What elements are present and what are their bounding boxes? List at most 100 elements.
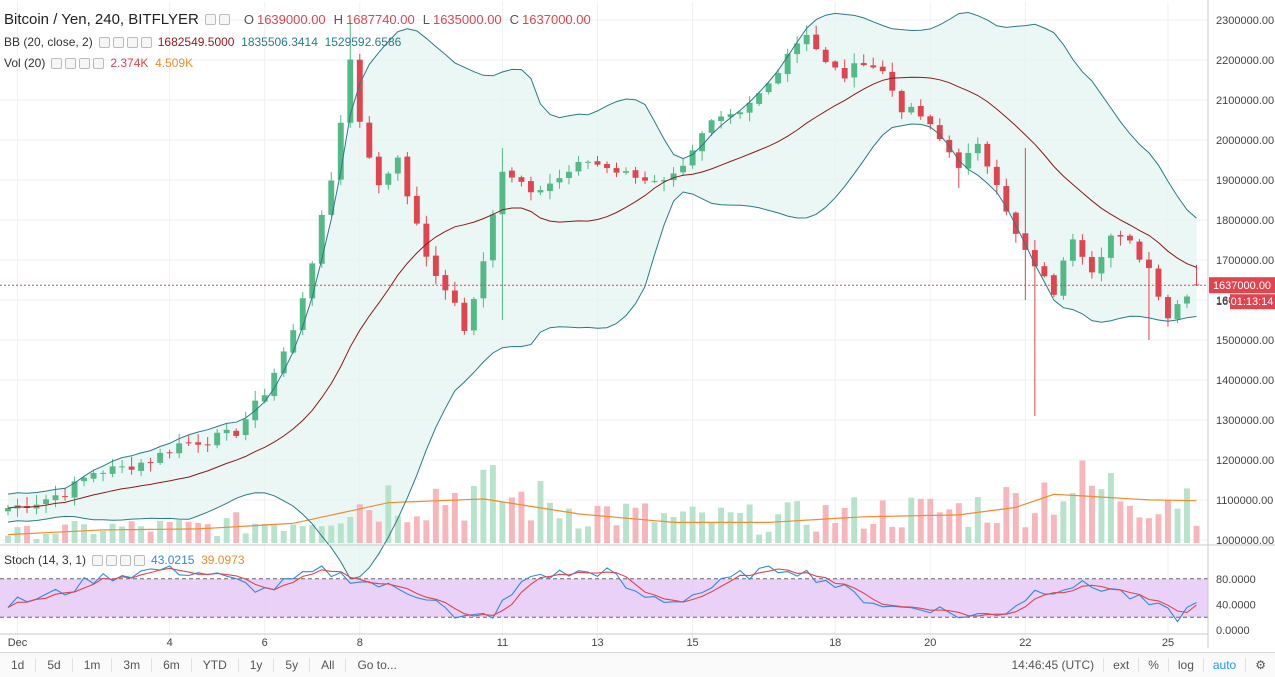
gear-icon[interactable]: ⚙ bbox=[1245, 658, 1275, 672]
close-icon[interactable] bbox=[140, 36, 152, 48]
volume-bar bbox=[1107, 472, 1114, 543]
y-tick-label: 1900000.00 bbox=[1216, 175, 1274, 187]
volume-bar bbox=[176, 520, 183, 543]
x-tick-label: 11 bbox=[497, 637, 508, 649]
volume-bar bbox=[803, 524, 810, 543]
goto-button[interactable]: Go to... bbox=[357, 658, 397, 672]
more-icon[interactable] bbox=[79, 57, 91, 69]
timeframe-3m[interactable]: 3m bbox=[112, 658, 153, 672]
bollinger-band-fill bbox=[8, 12, 1197, 579]
settings-icon[interactable] bbox=[112, 36, 124, 48]
candle bbox=[860, 54, 867, 67]
ext-toggle[interactable]: ext bbox=[1103, 658, 1138, 672]
candle bbox=[908, 102, 915, 115]
volume-bar bbox=[1031, 513, 1038, 543]
candle bbox=[566, 165, 572, 185]
candle-body bbox=[413, 195, 420, 224]
candle bbox=[90, 469, 97, 483]
high-key: H bbox=[333, 12, 344, 27]
candle bbox=[328, 172, 335, 217]
candle-body bbox=[642, 177, 648, 181]
timeframe-1d[interactable]: 1d bbox=[0, 658, 37, 672]
candle-body bbox=[337, 122, 344, 180]
settings-icon[interactable] bbox=[65, 57, 77, 69]
auto-toggle[interactable]: auto bbox=[1202, 658, 1245, 672]
volume-bar bbox=[860, 528, 867, 543]
timeframe-5y[interactable]: 5y bbox=[274, 658, 311, 672]
bottom-right-controls: 14:46:45 (UTC) ext % log auto ⚙ bbox=[1002, 658, 1275, 672]
volume-bar bbox=[432, 488, 439, 543]
volume-bar bbox=[242, 533, 249, 543]
y-tick-label: 2200000.00 bbox=[1216, 55, 1274, 67]
candle bbox=[689, 144, 696, 169]
x-tick-label: 4 bbox=[167, 637, 173, 649]
settings-icon[interactable] bbox=[106, 554, 118, 566]
candle bbox=[1003, 178, 1010, 216]
timeframe-all[interactable]: All bbox=[310, 658, 347, 672]
timeframe-5d[interactable]: 5d bbox=[36, 658, 73, 672]
candle bbox=[451, 281, 458, 306]
volume-bar bbox=[993, 523, 1000, 543]
volume-bar bbox=[1022, 527, 1029, 543]
volume-bar bbox=[917, 498, 924, 543]
candle bbox=[803, 25, 810, 52]
timeframe-ytd[interactable]: YTD bbox=[192, 658, 239, 672]
timeframe-1m[interactable]: 1m bbox=[73, 658, 113, 672]
candle bbox=[62, 487, 68, 501]
stoch-controls[interactable] bbox=[92, 554, 146, 566]
x-tick-label: 20 bbox=[924, 637, 936, 649]
volume-bar bbox=[1146, 518, 1152, 543]
candle bbox=[955, 148, 962, 188]
price-chart[interactable]: 1000000.00 1100000.00 1200000.00 1300000.00… bbox=[0, 0, 1275, 652]
volume-bar bbox=[1165, 500, 1171, 543]
candle-body bbox=[385, 173, 392, 185]
candle-body bbox=[661, 180, 667, 182]
settings-icon[interactable] bbox=[218, 14, 230, 25]
percent-toggle[interactable]: % bbox=[1138, 658, 1168, 672]
candle bbox=[1155, 264, 1162, 301]
volume-bar bbox=[1117, 501, 1124, 543]
more-icon[interactable] bbox=[120, 554, 132, 566]
timeframe-6m[interactable]: 6m bbox=[152, 658, 192, 672]
candle-body bbox=[138, 462, 145, 471]
candle bbox=[480, 252, 487, 308]
candle-body bbox=[870, 65, 877, 68]
close-icon[interactable] bbox=[93, 57, 105, 69]
candle bbox=[1088, 251, 1095, 279]
visibility-icon[interactable] bbox=[204, 14, 216, 25]
candle bbox=[1107, 233, 1114, 268]
volume-bar bbox=[756, 534, 763, 543]
volume-bar bbox=[604, 506, 610, 543]
candle-body bbox=[746, 102, 753, 113]
visibility-icon[interactable] bbox=[51, 57, 63, 69]
visibility-icon[interactable] bbox=[98, 36, 110, 48]
volume-bar bbox=[718, 507, 725, 543]
candle bbox=[765, 81, 772, 95]
more-icon[interactable] bbox=[126, 36, 138, 48]
candle bbox=[1165, 294, 1171, 327]
candle bbox=[889, 62, 896, 97]
candle-body bbox=[166, 452, 173, 454]
volume-bar bbox=[632, 507, 639, 543]
legend-controls[interactable] bbox=[204, 14, 230, 25]
log-toggle[interactable]: log bbox=[1167, 658, 1203, 672]
candle bbox=[394, 155, 401, 181]
candle bbox=[822, 47, 829, 64]
visibility-icon[interactable] bbox=[92, 554, 104, 566]
candle-body bbox=[499, 171, 506, 215]
candle bbox=[404, 152, 411, 205]
candle-body bbox=[984, 143, 991, 167]
low-value: 1635000.00 bbox=[432, 12, 502, 27]
candle-body bbox=[52, 495, 59, 501]
close-icon[interactable] bbox=[134, 554, 146, 566]
symbol-title: Bitcoin / Yen, 240, BITFLYER bbox=[4, 11, 199, 28]
candle-body bbox=[917, 105, 924, 117]
volume-bar bbox=[794, 501, 801, 543]
candle bbox=[575, 155, 582, 176]
timeframe-1y[interactable]: 1y bbox=[239, 658, 275, 672]
bb-controls[interactable] bbox=[98, 36, 152, 48]
candle bbox=[936, 118, 943, 142]
candle-body bbox=[1155, 268, 1162, 297]
volume-bars bbox=[5, 460, 1200, 543]
vol-controls[interactable] bbox=[51, 57, 105, 69]
